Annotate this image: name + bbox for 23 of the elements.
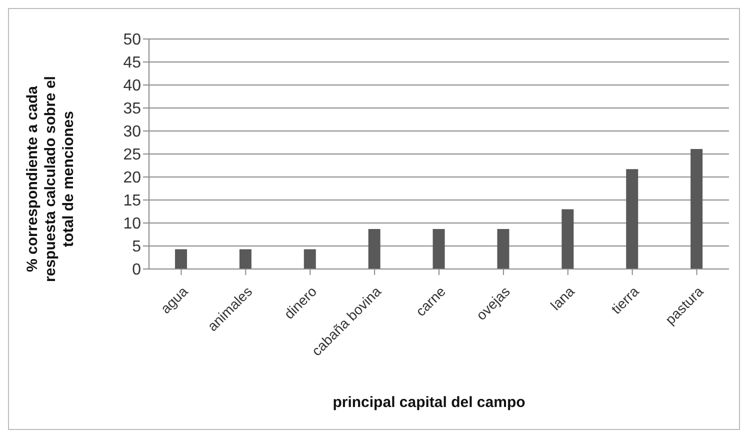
bar xyxy=(626,169,638,269)
y-tick-label: 45 xyxy=(123,54,142,72)
bar xyxy=(368,228,380,269)
y-tick-label: 30 xyxy=(123,124,142,141)
bar xyxy=(304,249,316,269)
bar xyxy=(175,249,187,269)
bar xyxy=(497,228,510,269)
bar xyxy=(690,148,703,269)
y-tick-label: 0 xyxy=(132,262,142,279)
y-axis-title: % correspondiente a cada respuesta calculado sobre el total de menciones xyxy=(24,75,78,284)
y-tick-label: 10 xyxy=(123,216,142,233)
bar xyxy=(239,249,252,269)
bar xyxy=(562,209,574,269)
x-tick-label: lana xyxy=(547,283,578,314)
y-tick-label: 25 xyxy=(123,146,142,164)
y-tick-label: 5 xyxy=(132,238,142,256)
y-tick-label: 50 xyxy=(123,32,142,49)
y-tick-label: 35 xyxy=(123,100,142,118)
x-axis-title: principal capital del campo xyxy=(332,394,526,411)
y-tick-label: 20 xyxy=(123,170,142,187)
bar xyxy=(432,228,445,269)
y-tick-label: 15 xyxy=(123,192,142,210)
y-tick-label: 40 xyxy=(123,78,142,95)
